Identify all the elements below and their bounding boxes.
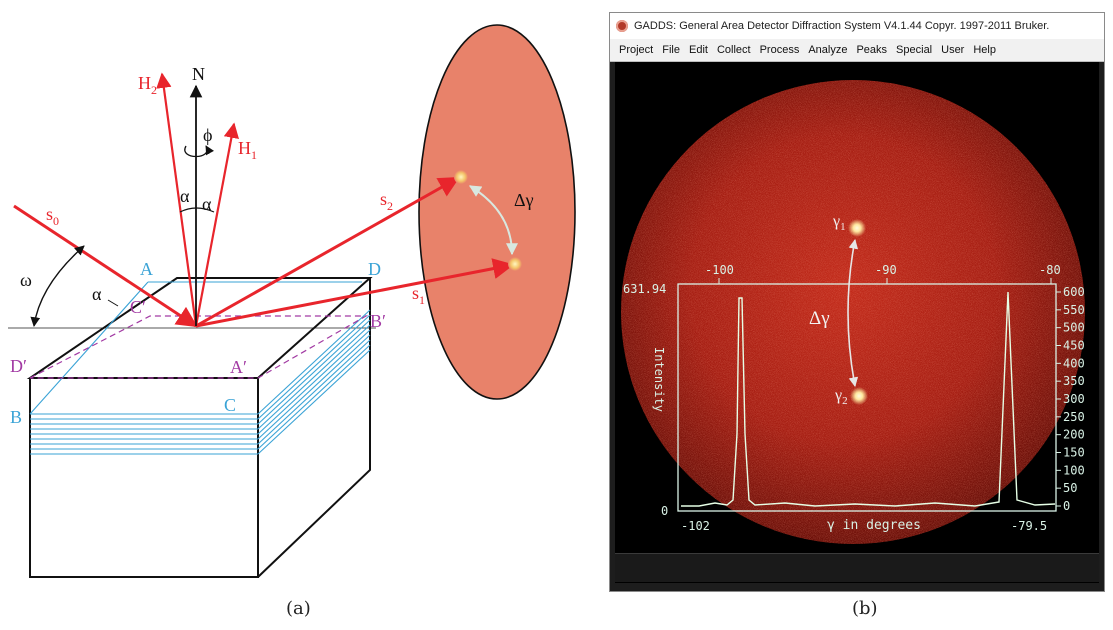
label-alpha-left: α — [180, 186, 190, 206]
right-tick-label: 350 — [1063, 374, 1085, 388]
detector-screen — [418, 24, 576, 400]
label-B-prime: B′ — [370, 311, 386, 331]
x-right-label: -79.5 — [1011, 519, 1047, 533]
label-phi: ϕ — [203, 125, 212, 145]
menu-process[interactable]: Process — [759, 44, 800, 56]
label-C-prime: C′ — [130, 297, 146, 317]
gadds-window: GADDS: General Area Detector Diffraction… — [609, 12, 1105, 592]
omega-arc — [30, 245, 85, 327]
label-gamma-2: γ2 — [834, 387, 848, 407]
right-tick-label: 300 — [1063, 392, 1085, 406]
top-tick-100: -100 — [705, 263, 734, 277]
window-title: GADDS: General Area Detector Diffraction… — [634, 20, 1050, 32]
diffracted-beam-s2 — [195, 176, 460, 328]
spot-gamma-1 — [848, 219, 866, 237]
crystal-block — [26, 277, 373, 578]
delta-gamma-arc — [847, 239, 859, 387]
alpha-tick — [107, 299, 119, 307]
y-min-label: 0 — [661, 504, 668, 518]
right-tick-label: 0 — [1063, 499, 1070, 513]
inclined-plane-dashed — [29, 315, 369, 379]
label-s2: s2 — [380, 189, 393, 213]
top-tick-90: -90 — [875, 263, 897, 277]
y-axis-label: Intensity — [652, 347, 666, 412]
caption-a: (a) — [286, 598, 311, 619]
right-tick-label: 500 — [1063, 321, 1085, 335]
delta-gamma-arrow — [468, 185, 518, 256]
label-h2: H2 — [138, 73, 157, 97]
label-alpha-box: α — [92, 284, 102, 304]
diffraction-geometry-diagram: N H2 H1 ϕ α α s0 s2 s1 ω α Δγ A D B C C′… — [8, 24, 576, 578]
lattice-planes — [29, 281, 371, 455]
right-tick-label: 200 — [1063, 428, 1085, 442]
label-D-prime: D′ — [10, 356, 27, 376]
label-D: D — [368, 259, 381, 279]
label-h1: H1 — [238, 138, 257, 162]
menu-help[interactable]: Help — [973, 44, 996, 56]
right-tick-label: 250 — [1063, 410, 1085, 424]
right-tick-label: 100 — [1063, 463, 1085, 477]
label-delta-gamma: Δγ — [514, 190, 534, 210]
menu-bar: Project File Edit Collect Process Analyz… — [610, 39, 1104, 62]
menu-project[interactable]: Project — [619, 44, 654, 56]
detector-frame-view: -100 -90 -80 631.94 0 -102 -79.5 600 550 5… — [615, 62, 1099, 583]
window-titlebar[interactable]: GADDS: General Area Detector Diffraction… — [610, 13, 1104, 39]
right-tick-label: 50 — [1063, 481, 1077, 495]
label-n: N — [192, 64, 205, 84]
diffracted-beam-s1 — [195, 258, 515, 328]
x-left-label: -102 — [681, 519, 710, 533]
label-A: A — [140, 259, 153, 279]
incident-beam-s0 — [13, 204, 198, 328]
right-tick-label: 150 — [1063, 446, 1085, 460]
right-tick-label: 400 — [1063, 356, 1085, 370]
label-gamma-1: γ1 — [832, 213, 846, 233]
right-tick-label: 550 — [1063, 303, 1085, 317]
plot-frame — [677, 283, 1057, 512]
label-s1: s1 — [412, 283, 425, 307]
normal-h1 — [194, 122, 240, 327]
x-axis-label: γ in degrees — [827, 518, 921, 533]
label-delta-gamma-b: Δγ — [809, 308, 830, 329]
menu-analyze[interactable]: Analyze — [808, 44, 848, 56]
label-omega: ω — [20, 270, 32, 290]
alpha-arc — [179, 207, 215, 213]
intensity-trace — [681, 291, 1056, 507]
label-C: C — [224, 395, 236, 415]
menu-file[interactable]: File — [662, 44, 680, 56]
menu-collect[interactable]: Collect — [716, 44, 751, 56]
spot-s2 — [454, 170, 468, 184]
phi-rotation-arrow — [184, 145, 215, 158]
right-tick-label: 450 — [1063, 339, 1085, 353]
label-alpha-right: α — [202, 194, 212, 214]
normal-h2 — [156, 72, 198, 327]
label-A-prime: A′ — [230, 357, 247, 377]
menu-special[interactable]: Special — [896, 44, 933, 56]
right-tick-label: 600 — [1063, 285, 1085, 299]
menu-edit[interactable]: Edit — [688, 44, 708, 56]
label-B: B — [10, 407, 22, 427]
top-tick-80: -80 — [1039, 263, 1061, 277]
label-s0: s0 — [46, 204, 59, 228]
spot-gamma-2 — [850, 387, 868, 405]
menu-peaks[interactable]: Peaks — [856, 44, 888, 56]
spot-s1 — [508, 257, 522, 271]
y-max-label: 631.94 — [623, 282, 666, 296]
app-icon — [616, 20, 628, 32]
menu-user[interactable]: User — [941, 44, 965, 56]
caption-b: (b) — [852, 598, 878, 619]
status-bar — [615, 553, 1099, 582]
